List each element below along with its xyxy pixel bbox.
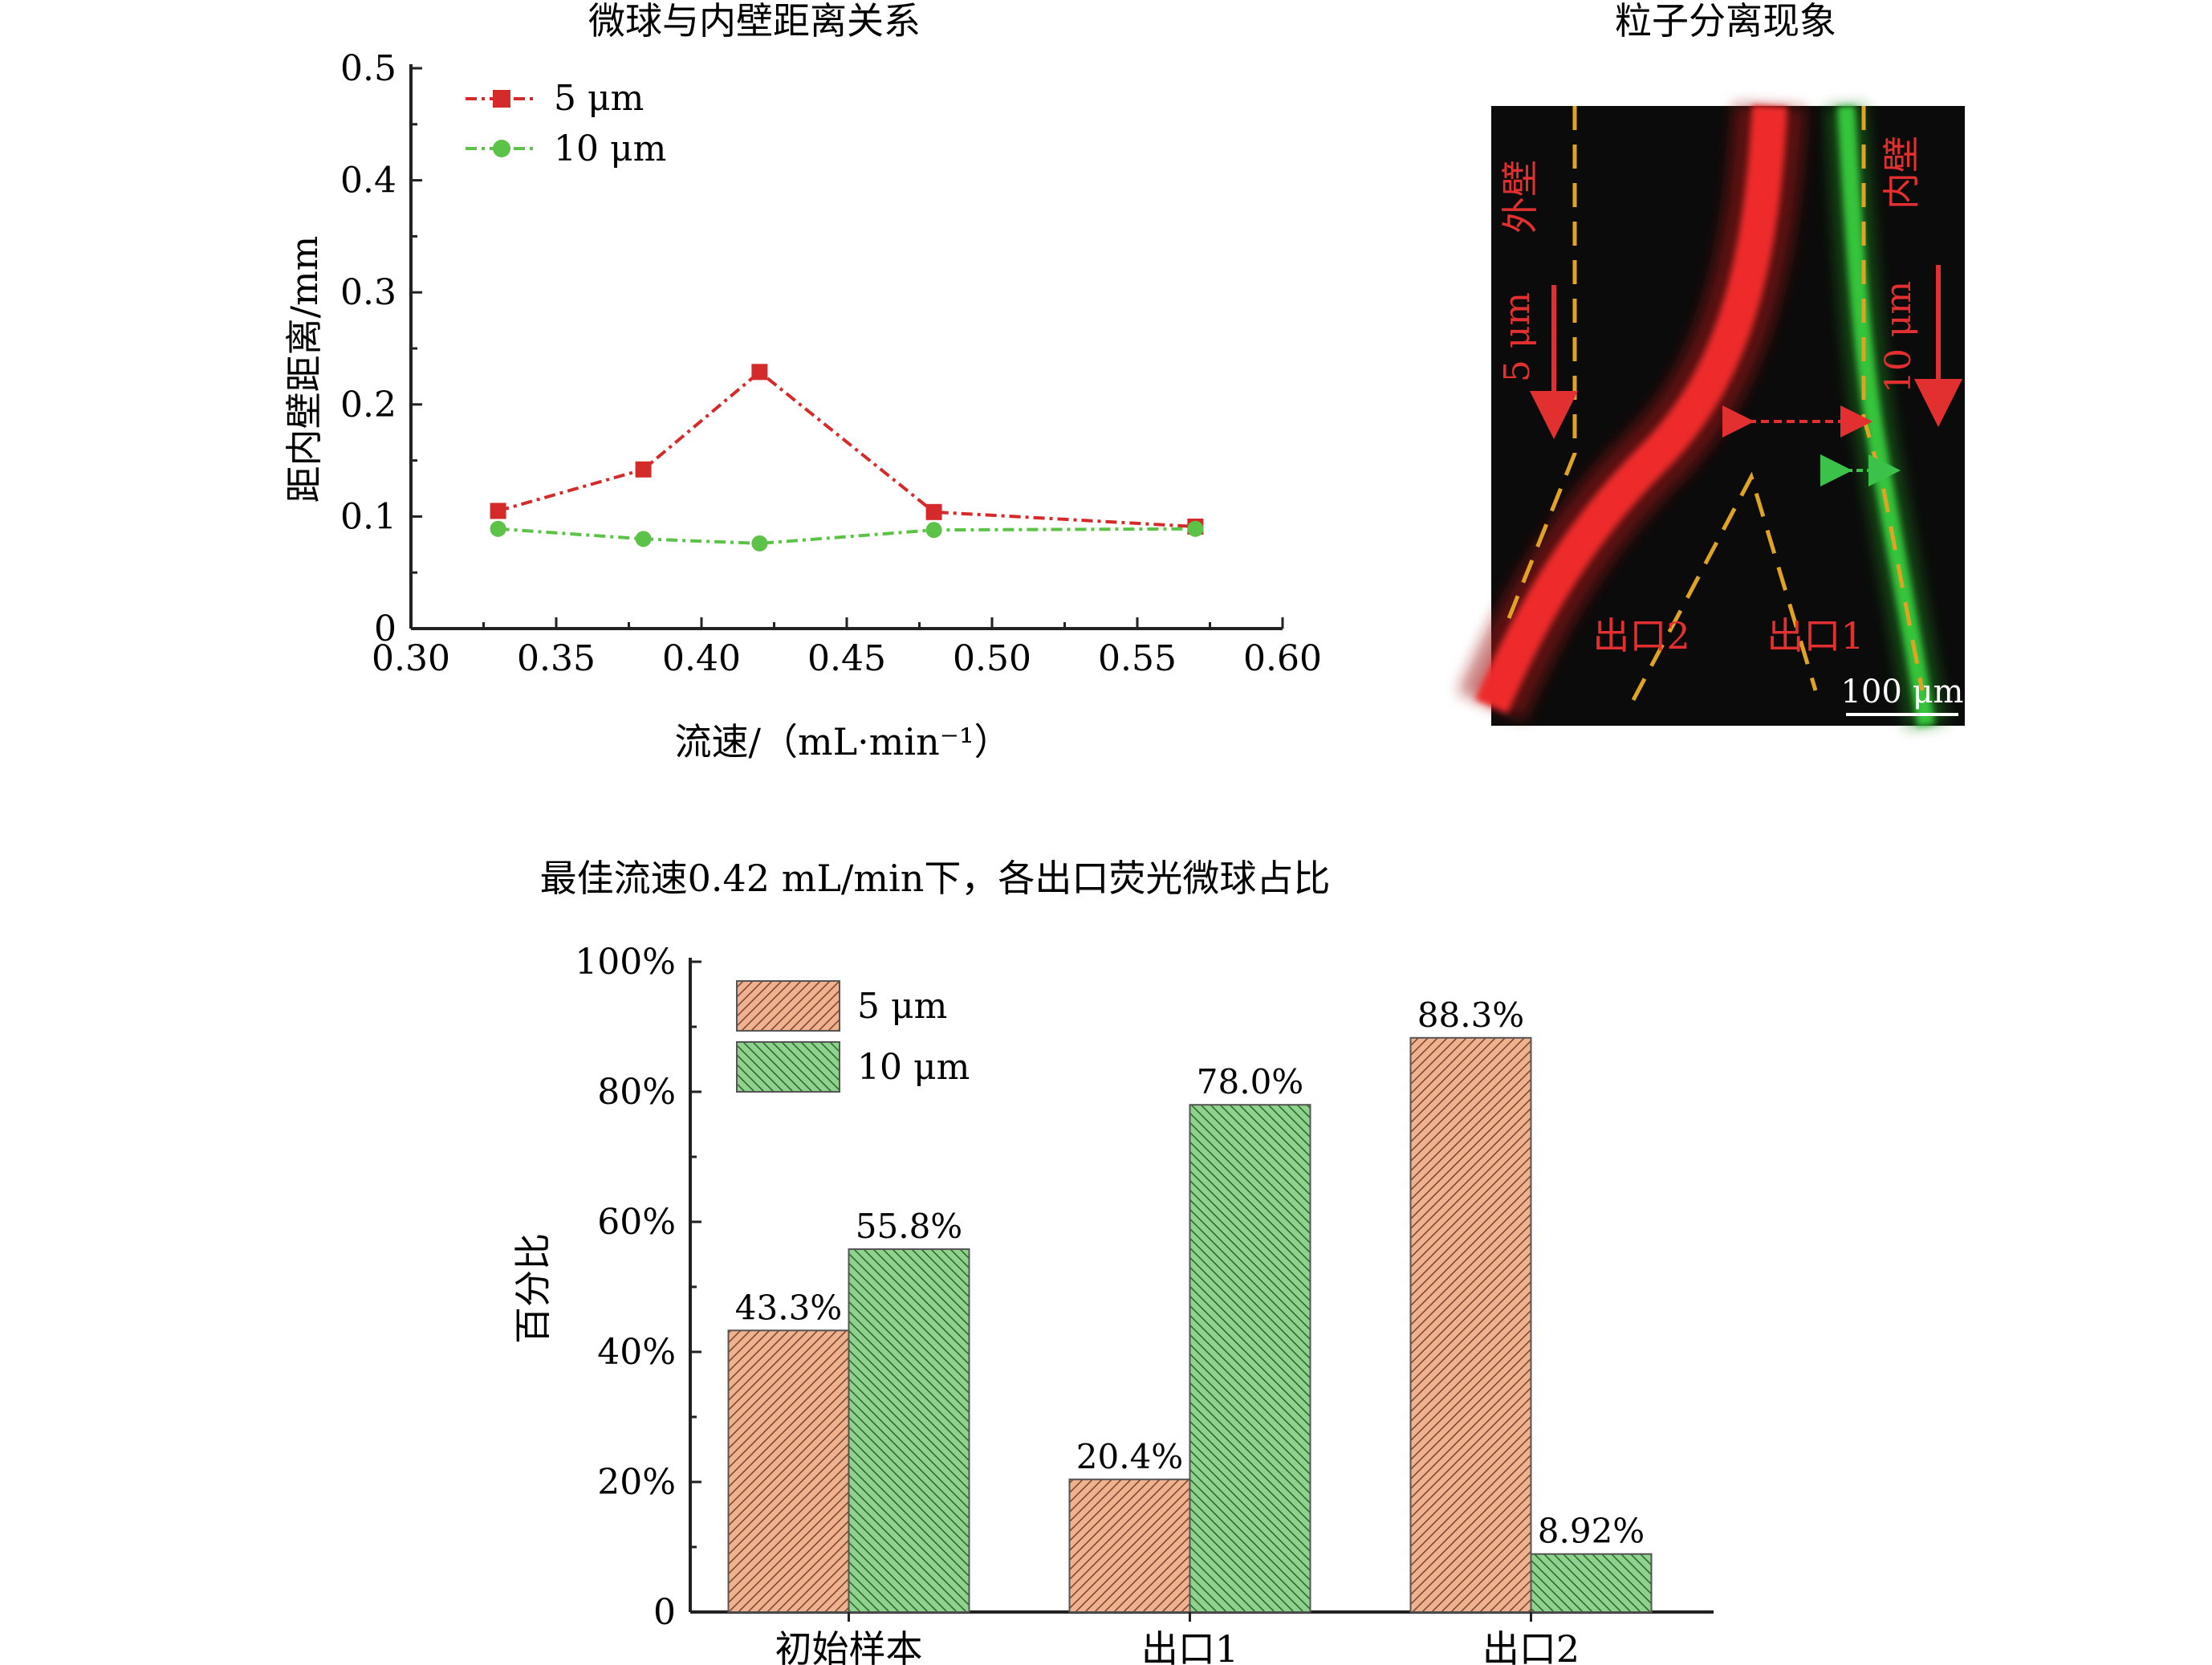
bar-5um	[727, 1329, 850, 1614]
legend-label-10um: 10 μm	[857, 1047, 970, 1088]
legend-label-5um: 5 μm	[554, 78, 644, 119]
data-point	[490, 503, 506, 519]
line-chart-x-label: 流速/（mL·min⁻¹）	[675, 720, 1011, 763]
y-tick-label: 0.1	[340, 496, 396, 537]
data-point	[635, 531, 652, 548]
y-tick-label: 100%	[575, 942, 676, 983]
data-point	[751, 364, 768, 381]
inner-wall-line	[1861, 106, 1925, 691]
legend-label-10um: 10 μm	[554, 128, 666, 169]
bar-chart-y-ticks: 0 20% 40% 60% 80% 100%	[575, 942, 701, 1633]
line-chart-axes	[409, 64, 1283, 630]
line-chart-legend: 5 μm 10 μm	[466, 78, 666, 169]
line-chart-series	[490, 364, 1204, 552]
bar-value-label: 88.3%	[1417, 995, 1524, 1035]
bar-chart-title: 最佳流速0.42 mL/min下，各出口荧光微球占比	[540, 857, 1331, 900]
y-tick-label: 0	[374, 609, 396, 649]
bar-10um	[848, 1248, 970, 1614]
label-outlet1: 出口1	[1767, 614, 1864, 657]
bar-value-label: 43.3%	[735, 1288, 842, 1327]
data-point	[925, 522, 942, 539]
x-tick-label: 0.30	[372, 638, 450, 679]
green-stream	[1837, 105, 1935, 727]
red-stream	[1474, 104, 1787, 714]
legend-marker-circle	[493, 140, 510, 157]
data-point	[1187, 520, 1204, 537]
label-inner-wall: 内壁	[1880, 136, 1923, 210]
x-tick-label: 0.50	[953, 638, 1031, 679]
splitter-line	[1631, 471, 1818, 702]
legend-swatch-5um	[736, 980, 840, 1032]
channel-walls	[1507, 106, 1925, 702]
legend-swatch-10um	[736, 1041, 840, 1093]
x-tick-label: 0.60	[1243, 638, 1322, 679]
y-tick-label: 0.2	[340, 385, 396, 425]
series-10um	[490, 520, 1204, 552]
series-5um	[490, 364, 1204, 535]
x-tick-label: 初始样本	[775, 1627, 923, 1665]
x-tick-label: 出口1	[1141, 1627, 1238, 1665]
legend-marker-square	[493, 90, 510, 108]
bar-5um	[1068, 1478, 1191, 1614]
line-chart: 微球与内壁距离关系 0.30 0.35 0.40 0.45 0.50 0.55 0.60 0…	[283, 0, 1322, 763]
data-point	[925, 503, 942, 520]
bar-chart-bars: 43.3% 55.8% 20.4% 78.0% 88.3% 8.92%	[727, 995, 1653, 1614]
bar-value-label: 55.8%	[856, 1207, 962, 1246]
legend-label-5um: 5 μm	[857, 986, 947, 1027]
y-tick-label: 0.4	[340, 161, 396, 202]
y-tick-label: 0	[653, 1592, 676, 1633]
line-chart-y-ticks: 0 0.1 0.2 0.3 0.4 0.5	[340, 48, 422, 649]
y-tick-label: 60%	[597, 1202, 676, 1243]
microscope-title: 粒子分离现象	[1615, 0, 1836, 43]
bar-chart-x-ticks: 初始样本 出口1 出口2	[775, 1612, 1580, 1665]
bar-value-label: 78.0%	[1197, 1062, 1303, 1101]
bar-10um	[1189, 1104, 1311, 1613]
line-chart-x-ticks: 0.30 0.35 0.40 0.45 0.50 0.55 0.60	[372, 617, 1322, 679]
y-tick-label: 20%	[597, 1462, 676, 1503]
label-5um: 5 μm	[1497, 292, 1538, 382]
outer-wall-line	[1507, 106, 1577, 619]
y-tick-label: 40%	[597, 1332, 676, 1373]
y-tick-label: 0.5	[340, 48, 396, 89]
y-tick-label: 0.3	[340, 272, 396, 313]
label-10um: 10 μm	[1878, 281, 1919, 393]
bar-value-label: 20.4%	[1076, 1437, 1183, 1476]
y-tick-label: 80%	[597, 1072, 676, 1113]
line-chart-title: 微球与内壁距离关系	[588, 0, 921, 43]
bar-chart-legend: 5 μm 10 μm	[736, 980, 970, 1093]
bar-chart-y-label: 百分比	[511, 1233, 555, 1344]
microscope-image: 粒子分离现象 外壁 内壁 5 μm 10 μm 出口2 出口1 100 μm	[1458, 0, 1965, 729]
bar-value-label: 8.92%	[1538, 1512, 1645, 1551]
data-point	[635, 461, 652, 478]
bar-chart: 最佳流速0.42 mL/min下，各出口荧光微球占比 0 20% 40% 60% 80%…	[511, 857, 1714, 1665]
x-tick-label: 0.45	[807, 638, 886, 679]
x-tick-label: 0.40	[662, 638, 741, 679]
x-tick-label: 出口2	[1482, 1627, 1580, 1665]
series-line	[498, 369, 1196, 528]
bar-10um	[1530, 1553, 1653, 1614]
label-scale-bar: 100 μm	[1841, 674, 1964, 710]
label-outer-wall: 外壁	[1498, 160, 1542, 234]
x-tick-label: 0.55	[1098, 638, 1177, 679]
label-outlet2: 出口2	[1592, 614, 1689, 657]
data-point	[490, 520, 506, 537]
data-point	[751, 535, 768, 552]
line-chart-y-label: 距内壁距离/mm	[283, 236, 326, 503]
series-line	[498, 527, 1196, 545]
bar-5um	[1409, 1036, 1532, 1613]
x-tick-label: 0.35	[517, 638, 596, 679]
